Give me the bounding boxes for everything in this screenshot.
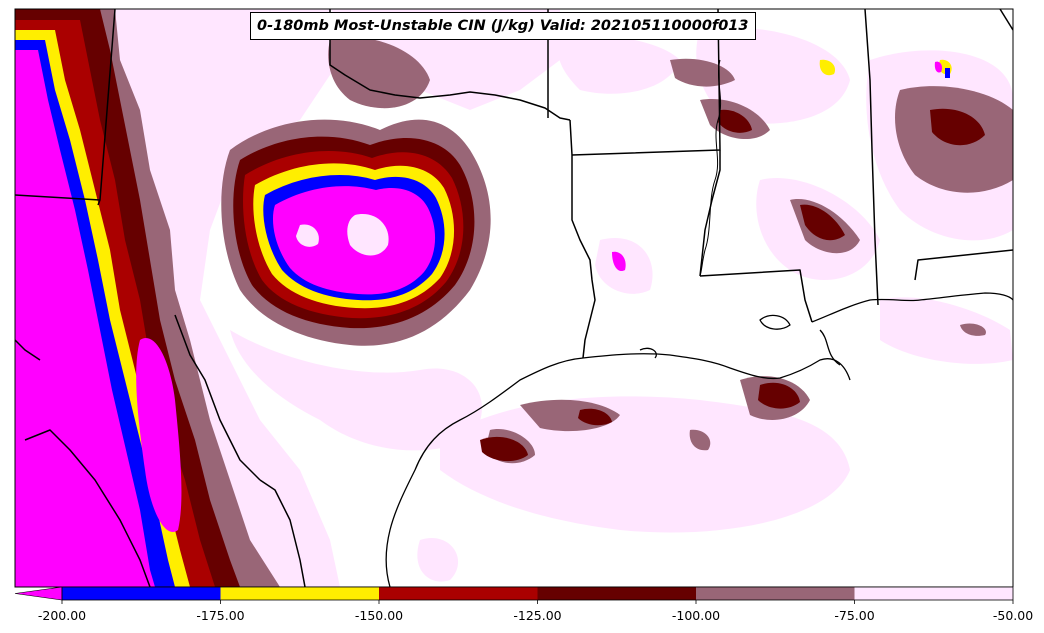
colorbar-bin	[62, 587, 221, 600]
coastline	[385, 292, 1013, 587]
state-borders	[15, 9, 1013, 587]
colorbar-tick-label: -50.00	[992, 608, 1034, 623]
colorbar-bin	[220, 587, 380, 600]
colorbar-bin	[696, 587, 855, 600]
map-title: 0-180mb Most-Unstable CIN (J/kg) Valid: …	[250, 12, 756, 40]
colorbar-bin	[537, 587, 697, 600]
rivers	[699, 59, 722, 277]
colorbar-bin	[854, 587, 1014, 600]
colorbar-tick-label: -125.00	[513, 608, 562, 623]
colorbar-tick-label: -175.00	[196, 608, 245, 623]
colorbar-extend-min	[14, 586, 63, 601]
colorbar	[14, 586, 1014, 604]
colorbar-tick-label: -100.00	[671, 608, 721, 623]
colorbar-tick-label: -200.00	[37, 608, 87, 623]
colorbar-tick-label: -75.00	[834, 608, 875, 623]
colorbar-tick-label: -150.00	[354, 608, 404, 623]
cin-core-holes	[296, 214, 389, 256]
colorbar-bin	[379, 587, 538, 600]
